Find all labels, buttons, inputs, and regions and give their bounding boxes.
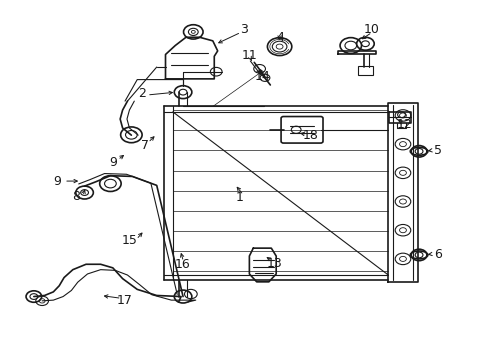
Text: 2: 2 — [138, 87, 146, 100]
Text: 7: 7 — [140, 139, 148, 152]
Text: 9: 9 — [53, 175, 61, 188]
Text: 3: 3 — [240, 23, 248, 36]
Text: 6: 6 — [433, 248, 441, 261]
Text: 10: 10 — [363, 23, 378, 36]
Text: 8: 8 — [72, 190, 80, 203]
Text: 4: 4 — [276, 31, 284, 44]
Text: 12: 12 — [396, 118, 411, 131]
Text: 9: 9 — [109, 156, 117, 169]
Text: 17: 17 — [117, 294, 133, 307]
Text: 16: 16 — [174, 258, 189, 271]
Text: 18: 18 — [302, 129, 318, 142]
Text: 11: 11 — [242, 49, 257, 62]
Text: 13: 13 — [266, 257, 282, 270]
Text: 5: 5 — [433, 144, 441, 157]
Text: 15: 15 — [122, 234, 138, 247]
Text: 1: 1 — [235, 191, 243, 204]
Text: 14: 14 — [255, 69, 270, 82]
